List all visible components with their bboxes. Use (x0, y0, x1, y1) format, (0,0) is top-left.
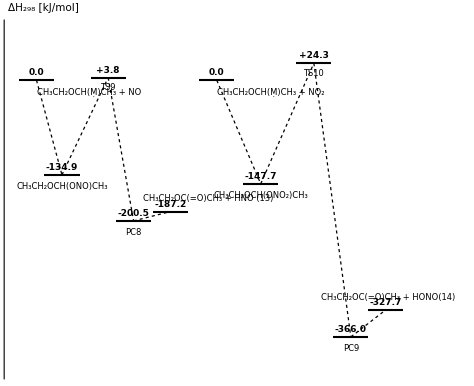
Text: 0.0: 0.0 (29, 68, 45, 78)
Text: TS10: TS10 (303, 69, 324, 78)
Text: -366.0: -366.0 (335, 325, 367, 334)
Text: CH₃CH₂OCH(ONO)CH₃: CH₃CH₂OCH(ONO)CH₃ (16, 182, 108, 191)
Text: CH₃CH₂OCH(Ṃ)CH₃ + NO₂: CH₃CH₂OCH(Ṃ)CH₃ + NO₂ (217, 87, 324, 96)
Text: -187.2: -187.2 (155, 200, 187, 209)
Text: -134.9: -134.9 (46, 163, 78, 172)
Text: PC9: PC9 (343, 344, 359, 353)
Text: +3.8: +3.8 (96, 66, 120, 75)
Text: PC8: PC8 (126, 228, 142, 237)
Text: +24.3: +24.3 (299, 51, 329, 61)
Text: -147.7: -147.7 (245, 172, 277, 181)
Text: TS9: TS9 (100, 83, 116, 92)
Text: -327.7: -327.7 (369, 298, 401, 307)
Text: -200.5: -200.5 (118, 209, 149, 218)
Text: CH₃CH₂OC(=O)CH₃ + HNO (13): CH₃CH₂OC(=O)CH₃ + HNO (13) (143, 194, 273, 203)
Text: ΔH₂₉₈ [kJ/mol]: ΔH₂₉₈ [kJ/mol] (9, 3, 79, 14)
Text: CH₃CH₂OCH(Ṃ)CH₃ + NO: CH₃CH₂OCH(Ṃ)CH₃ + NO (36, 87, 141, 96)
Text: 0.0: 0.0 (209, 68, 225, 78)
Text: CH₃CH₂OC(=O)CH₃ + HONO(14): CH₃CH₂OC(=O)CH₃ + HONO(14) (321, 293, 455, 302)
Text: CH₃CH₂OCH(ONO₂)CH₃: CH₃CH₂OCH(ONO₂)CH₃ (213, 191, 308, 200)
